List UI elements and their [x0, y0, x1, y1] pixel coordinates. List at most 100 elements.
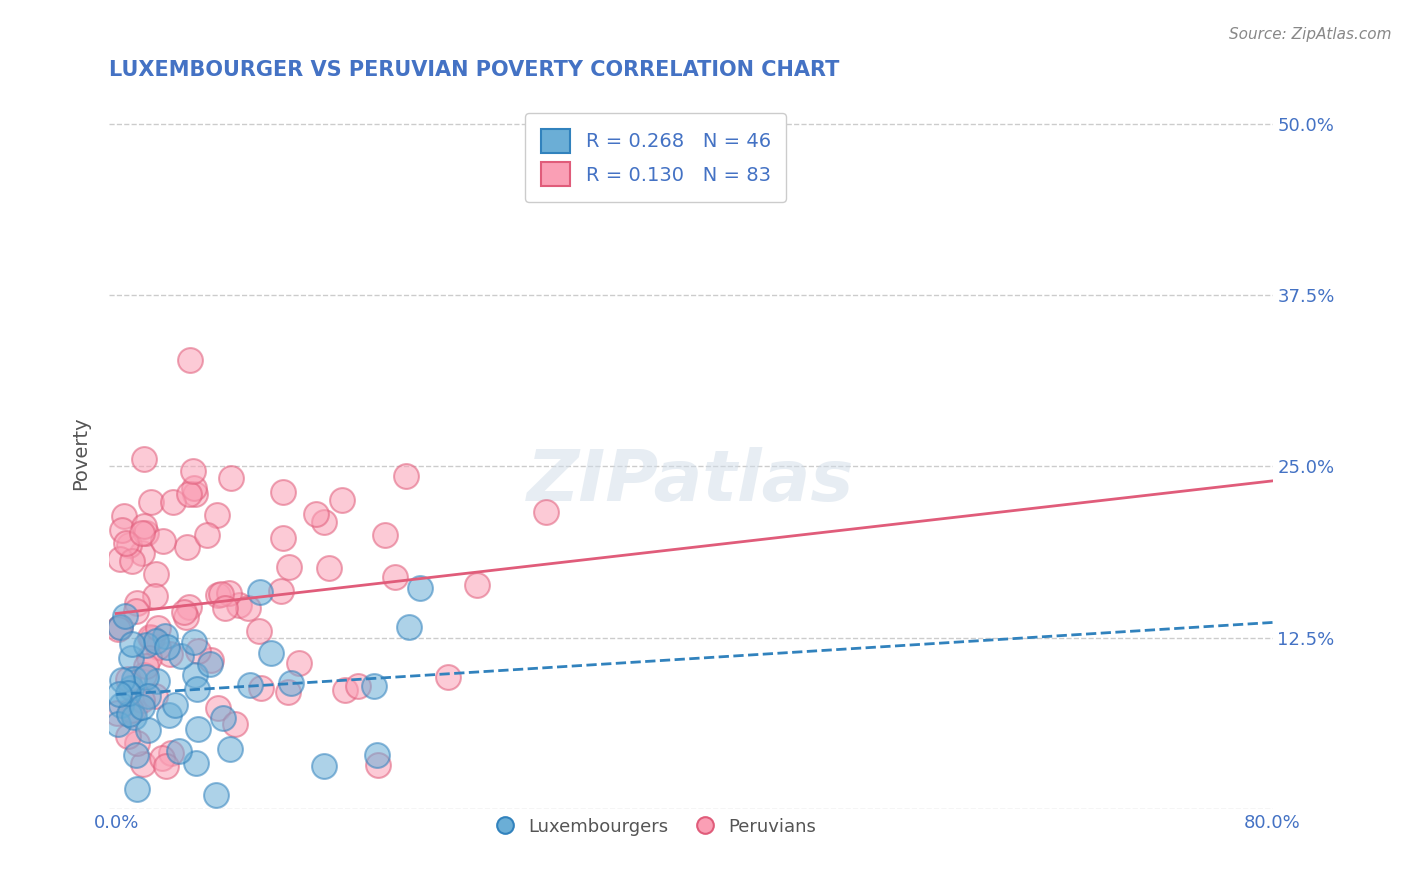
Point	[177, 487, 200, 501]
Point	[384, 570, 406, 584]
Point	[167, 744, 190, 758]
Point	[117, 673, 139, 687]
Point	[111, 673, 134, 687]
Point	[131, 525, 153, 540]
Point	[228, 598, 250, 612]
Point	[186, 681, 208, 696]
Legend: Luxembourgers, Peruvians: Luxembourgers, Peruvians	[489, 810, 823, 843]
Point	[209, 587, 232, 601]
Point	[160, 746, 183, 760]
Point	[183, 481, 205, 495]
Point	[200, 653, 222, 667]
Point	[122, 703, 145, 717]
Point	[145, 634, 167, 648]
Point	[148, 621, 170, 635]
Point	[363, 679, 385, 693]
Point	[117, 686, 139, 700]
Point	[118, 538, 141, 552]
Point	[184, 756, 207, 771]
Point	[110, 620, 132, 634]
Point	[465, 577, 488, 591]
Point	[135, 526, 157, 541]
Point	[132, 519, 155, 533]
Point	[135, 638, 157, 652]
Point	[398, 619, 420, 633]
Point	[177, 599, 200, 614]
Point	[374, 528, 396, 542]
Point	[155, 629, 177, 643]
Point	[366, 747, 388, 762]
Y-axis label: Poverty: Poverty	[72, 416, 90, 490]
Point	[305, 507, 328, 521]
Point	[200, 657, 222, 671]
Point	[207, 700, 229, 714]
Point	[260, 646, 283, 660]
Point	[437, 670, 460, 684]
Point	[534, 505, 557, 519]
Point	[135, 670, 157, 684]
Point	[138, 651, 160, 665]
Point	[136, 723, 159, 737]
Point	[105, 706, 128, 720]
Point	[330, 492, 353, 507]
Point	[120, 681, 142, 695]
Point	[271, 484, 294, 499]
Point	[347, 679, 370, 693]
Point	[155, 640, 177, 654]
Point	[312, 515, 335, 529]
Point	[108, 687, 131, 701]
Point	[395, 469, 418, 483]
Point	[335, 683, 357, 698]
Point	[183, 486, 205, 500]
Point	[318, 560, 340, 574]
Point	[152, 533, 174, 548]
Point	[249, 585, 271, 599]
Point	[135, 658, 157, 673]
Point	[136, 689, 159, 703]
Point	[207, 508, 229, 522]
Point	[280, 676, 302, 690]
Point	[150, 751, 173, 765]
Point	[173, 605, 195, 619]
Text: Source: ZipAtlas.com: Source: ZipAtlas.com	[1229, 27, 1392, 42]
Point	[183, 635, 205, 649]
Point	[139, 631, 162, 645]
Point	[224, 716, 246, 731]
Point	[187, 644, 209, 658]
Point	[121, 637, 143, 651]
Point	[107, 623, 129, 637]
Point	[170, 648, 193, 663]
Point	[214, 600, 236, 615]
Point	[110, 523, 132, 537]
Text: LUXEMBOURGER VS PERUVIAN POVERTY CORRELATION CHART: LUXEMBOURGER VS PERUVIAN POVERTY CORRELA…	[110, 60, 839, 79]
Point	[174, 610, 197, 624]
Point	[287, 656, 309, 670]
Point	[367, 758, 389, 772]
Point	[179, 353, 201, 368]
Point	[250, 681, 273, 695]
Point	[114, 536, 136, 550]
Point	[112, 508, 135, 523]
Point	[143, 589, 166, 603]
Point	[122, 710, 145, 724]
Point	[205, 789, 228, 803]
Point	[219, 741, 242, 756]
Point	[120, 651, 142, 665]
Point	[139, 495, 162, 509]
Point	[247, 624, 270, 638]
Point	[155, 759, 177, 773]
Point	[146, 674, 169, 689]
Point	[207, 588, 229, 602]
Text: ZIPatlas: ZIPatlas	[527, 447, 855, 516]
Point	[110, 698, 132, 712]
Point	[121, 553, 143, 567]
Point	[219, 471, 242, 485]
Point	[117, 729, 139, 743]
Point	[122, 673, 145, 687]
Point	[236, 600, 259, 615]
Point	[187, 722, 209, 736]
Point	[165, 698, 187, 712]
Point	[127, 736, 149, 750]
Point	[270, 584, 292, 599]
Point	[131, 756, 153, 771]
